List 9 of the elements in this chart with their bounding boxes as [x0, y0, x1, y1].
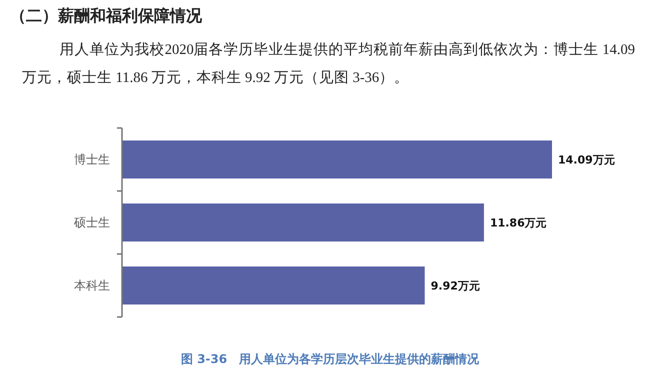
y-tick-label: 本科生: [74, 278, 110, 292]
y-tick-label: 硕士生: [73, 216, 110, 230]
chart-subtitle: 用人单位为我校2020届各学历毕业生提供的平均税前年薪由高到低依次为：博士生 14.09 万元，硕士生 11.86 万元，本科生 9.92 万元（见图 3-36）。: [22, 40, 636, 88]
data-label: 11.86万元: [490, 216, 547, 230]
text: （二）薪酬和福利保障情况: [10, 6, 202, 27]
text: 图 3-36 用人单位为各学历层次毕业生提供的薪酬情况: [180, 352, 480, 366]
y-tick-label: 博士生: [74, 152, 110, 166]
data-label: 9.92万元: [430, 280, 480, 292]
data-label: 14.09万元: [558, 154, 615, 166]
